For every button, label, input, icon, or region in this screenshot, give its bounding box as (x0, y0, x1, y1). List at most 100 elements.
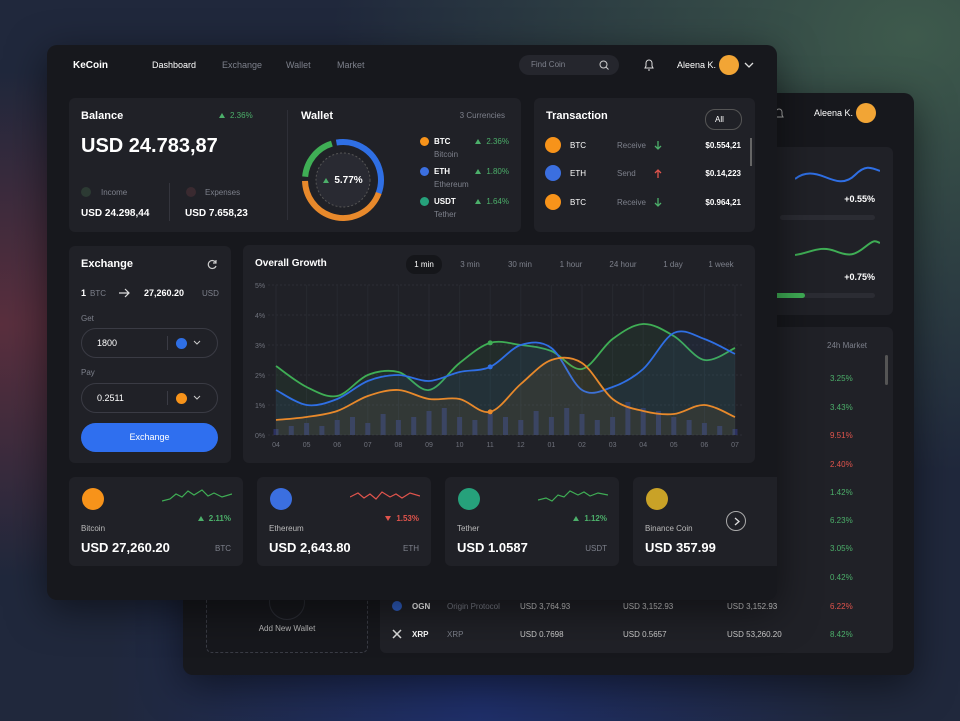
volume-bar (717, 426, 723, 435)
volume-bar (564, 408, 570, 435)
series-area (276, 323, 735, 435)
pay-input[interactable]: 0.2511 (81, 383, 218, 413)
volume-bar (350, 417, 355, 435)
chevron (193, 395, 201, 400)
range-button[interactable]: 30 min (507, 260, 532, 269)
volume-bar (441, 408, 447, 435)
y-tick-label: 2% (255, 373, 265, 380)
nav-item[interactable]: Dashboard (152, 60, 197, 70)
back-user: Aleena K. (814, 108, 854, 118)
income-label: Income (101, 188, 128, 197)
volume-bar (701, 423, 707, 435)
market-change: 3.25% (830, 374, 853, 383)
wallet-title: Wallet (301, 110, 333, 122)
usdt-icon (420, 197, 429, 206)
divider (167, 391, 168, 405)
bell[interactable] (643, 58, 655, 72)
wallet-name: Tether (434, 210, 457, 219)
coin-card[interactable]: Binance Coin USD 357.99 (633, 477, 777, 566)
coin-unit: ETH (403, 544, 419, 553)
chevron (193, 340, 201, 345)
coin-sparkline (350, 491, 420, 500)
usd-icon (176, 338, 187, 349)
nav-item[interactable]: Wallet (286, 60, 311, 70)
volume-bar (610, 417, 616, 435)
divider (167, 336, 168, 350)
get-input[interactable]: 1800 (81, 328, 218, 358)
filter[interactable]: All (705, 109, 742, 130)
volume-bar (319, 426, 325, 435)
range-button[interactable]: 3 min (460, 260, 480, 269)
btc-icon (420, 137, 429, 146)
range-button[interactable]: 1 day (663, 260, 683, 269)
back-avatar (856, 103, 876, 123)
from-unit: BTC (90, 289, 106, 298)
from-amount: 1 (81, 288, 87, 298)
volume-bar (304, 423, 310, 435)
series-line (275, 330, 736, 407)
avatar[interactable] (719, 55, 739, 75)
coin-sparkline (538, 490, 608, 502)
coin-card[interactable]: 2.11% Bitcoin USD 27,260.20 BTC (69, 477, 243, 566)
add-wallet-label: Add New Wallet (258, 624, 316, 633)
growth-title: Overall Growth (255, 258, 327, 269)
x-tick-label: 10 (456, 442, 464, 449)
refresh[interactable] (207, 259, 218, 270)
wallet-change: 1.80% (486, 167, 509, 176)
volume-bar (640, 408, 646, 435)
coin-name: Binance Coin (645, 524, 693, 533)
volume-bar (686, 420, 692, 435)
x-tick-label: 03 (609, 442, 617, 449)
volume-bar (472, 420, 478, 435)
volume-bar (503, 417, 508, 435)
search-placeholder: Find Coin (531, 60, 566, 69)
row-symbol: OGN (412, 602, 431, 611)
coin-price: USD 1.0587 (457, 540, 528, 555)
scrollbar[interactable] (750, 138, 752, 166)
scrollbar[interactable] (885, 355, 888, 385)
range-button[interactable]: 1 min (414, 260, 434, 269)
y-tick-label: 3% (255, 343, 265, 350)
volume-bar (457, 417, 463, 435)
coin-price: USD 27,260.20 (81, 540, 170, 555)
back-progress-fill (760, 293, 805, 298)
coin-name: Tether (457, 524, 480, 533)
exchange-button[interactable]: Exchange (81, 423, 218, 452)
tx-arrows (654, 141, 662, 207)
volume-bar (395, 420, 401, 435)
get-value: 1800 (97, 338, 118, 348)
expenses-icon (186, 187, 196, 197)
nav-item[interactable]: Market (337, 60, 365, 70)
market-change: 0.42% (830, 573, 853, 582)
x-tick-label: 04 (639, 442, 647, 449)
btc-icon (545, 194, 561, 210)
coin-name: Bitcoin (81, 524, 106, 533)
next-button[interactable] (726, 511, 746, 531)
balance-title: Balance (81, 110, 124, 122)
tx-amount: $0.14,223 (705, 169, 741, 178)
brand: KeCoin (73, 60, 108, 71)
nav-item[interactable]: Exchange (222, 60, 263, 70)
row-name: XRP (447, 630, 464, 639)
user-chevron[interactable] (744, 61, 754, 69)
volume-bar (594, 420, 600, 435)
market-change: 6.23% (830, 516, 853, 525)
volume-bar (334, 420, 340, 435)
coin-card[interactable]: 1.53% Ethereum USD 2,643.80 ETH (257, 477, 431, 566)
coin-card[interactable]: 1.12% Tether USD 1.0587 USDT (445, 477, 619, 566)
range-active (406, 255, 442, 274)
tx-symbol: BTC (570, 198, 586, 207)
search[interactable]: Find Coin (519, 55, 619, 75)
range-button[interactable]: 24 hour (609, 260, 637, 269)
market-header: 24h Market (827, 341, 868, 350)
range-button[interactable]: 1 week (708, 260, 734, 269)
x-tick-label: 06 (333, 442, 341, 449)
volume-bar (273, 429, 279, 435)
btc-icon (545, 137, 561, 153)
x-tick-label: 08 (395, 442, 403, 449)
coin-icon (82, 488, 104, 510)
transaction-card: Transaction All BTC Receive $0.554,21 ET… (534, 98, 755, 232)
back-progress (780, 215, 875, 220)
y-tick-label: 1% (255, 403, 265, 410)
range-button[interactable]: 1 hour (559, 260, 583, 269)
